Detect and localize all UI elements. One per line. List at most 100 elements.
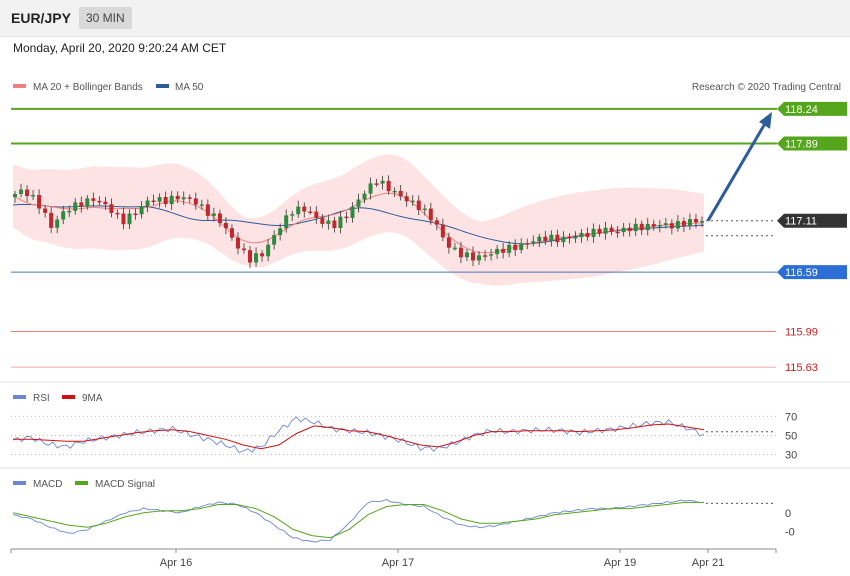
bollinger-band [13, 154, 704, 286]
ma50-legend-swatch [156, 84, 169, 88]
x-axis: Apr 16 Apr 17 Apr 19 Apr 21 [10, 549, 777, 569]
candle-body [145, 200, 150, 207]
timeframe-button[interactable]: 30 MIN [79, 7, 132, 29]
macd-legend-swatch [13, 481, 26, 485]
candle-body [398, 190, 403, 197]
macd-signal-legend-swatch [75, 481, 88, 485]
candle-body [681, 221, 686, 227]
rsi-tick-label: 50 [785, 430, 797, 442]
candle-body [627, 227, 632, 232]
candle-body [579, 232, 584, 238]
candle-body [356, 199, 361, 207]
candle-body [31, 195, 36, 197]
candle-body [205, 204, 210, 216]
candle-body [434, 220, 439, 225]
candle-body [13, 193, 17, 197]
candle-body [43, 208, 48, 213]
candle-body [320, 217, 325, 224]
candle-body [464, 252, 469, 258]
candle-body [428, 208, 433, 221]
candle-body [693, 219, 698, 223]
candle-body [332, 220, 337, 228]
candle-body [567, 236, 572, 239]
candle-body [519, 243, 524, 251]
candle-body [272, 235, 277, 245]
candle-body [266, 244, 271, 257]
level-label: 115.99 [785, 327, 818, 339]
level-label: 115.63 [785, 362, 818, 374]
candle-body [290, 214, 295, 216]
candle-body [392, 190, 397, 193]
candle-body [597, 228, 602, 234]
candle-body [296, 206, 301, 215]
candle-body [260, 253, 265, 257]
macd-line [12, 499, 705, 543]
level-label: 118.24 [785, 104, 818, 116]
level-label: 117.11 [785, 216, 817, 228]
candle-body [669, 223, 674, 229]
candle-body [543, 236, 548, 241]
x-axis-tick-label: Apr 16 [160, 557, 192, 569]
ma50-legend-label: MA 50 [175, 82, 204, 93]
candle-body [561, 236, 566, 243]
macd-tick-label: 0 [785, 508, 791, 520]
candle-body [187, 197, 192, 199]
candle-body [278, 228, 283, 236]
pivot-level-tag [777, 213, 847, 228]
candle-body [700, 220, 704, 223]
x-axis-tick-label: Apr 17 [382, 557, 414, 569]
candle-body [193, 198, 198, 205]
resistance-level-tag [777, 136, 847, 151]
level-label: 116.59 [785, 267, 818, 279]
candle-body [25, 189, 30, 197]
candle-body [175, 195, 180, 200]
candle-body [157, 197, 162, 202]
candle-body [121, 213, 126, 225]
candle-body [675, 221, 680, 229]
candle-body [585, 232, 590, 237]
candle-body [37, 195, 42, 209]
macd-tick-label: -0 [785, 526, 795, 538]
candle-body [91, 198, 96, 201]
candle-body [308, 211, 313, 214]
rsi-legend-label: RSI [33, 393, 50, 404]
candle-body [657, 225, 662, 227]
candle-body [362, 193, 367, 200]
candle-body [344, 216, 349, 219]
candle-body [151, 200, 156, 203]
candle-body [537, 236, 542, 242]
candle-body [591, 228, 596, 237]
x-axis-tick-label: Apr 19 [604, 557, 636, 569]
ma20-legend-label: MA 20 + Bollinger Bands [33, 82, 143, 93]
candle-body [61, 211, 66, 220]
candle-body [452, 247, 457, 250]
candle-body [621, 227, 626, 233]
candle-body [242, 248, 246, 251]
candle-body [489, 254, 494, 256]
candle-body [115, 212, 120, 215]
candle-body [404, 196, 409, 202]
candle-body [109, 204, 114, 213]
candle-body [531, 241, 536, 244]
candle-body [49, 212, 54, 228]
candle-body [55, 219, 60, 228]
macd-legend-label: MACD [33, 479, 62, 490]
candle-body [326, 220, 331, 224]
candle-body [235, 237, 240, 249]
candle-body [97, 200, 102, 203]
rsi-ma-legend-label: 9MA [82, 393, 103, 404]
candle-body [645, 223, 650, 231]
candle-body [525, 243, 530, 245]
support-level-tag [777, 265, 847, 280]
candle-body [284, 215, 289, 229]
candle-body [19, 189, 24, 194]
candle-body [639, 223, 644, 231]
candle-body [374, 183, 379, 185]
candle-body [127, 213, 132, 225]
resistance-level-tag [777, 101, 847, 116]
candle-body [483, 255, 488, 257]
candle-body [615, 231, 620, 234]
candle-body [471, 252, 475, 261]
candle-body [501, 248, 506, 253]
